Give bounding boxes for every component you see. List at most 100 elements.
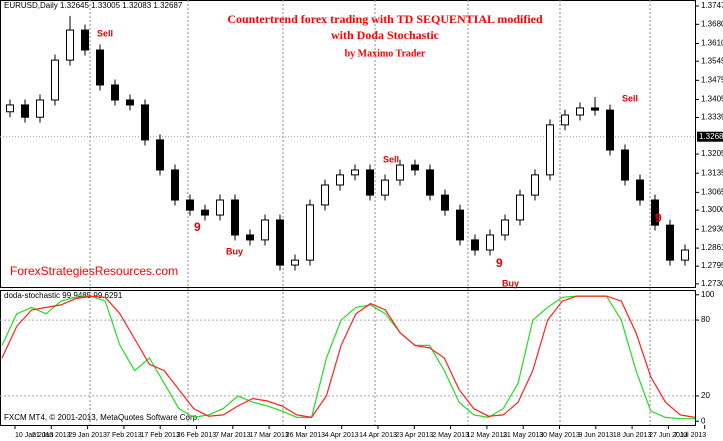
- current-price-box: [697, 131, 723, 142]
- y-tick-label: 1.3405: [701, 95, 723, 104]
- x-tick-label: 10 Jan 2013: [15, 432, 54, 439]
- y-tick-label: 1.3205: [701, 149, 723, 158]
- indicator-tick-label: 0: [701, 416, 706, 425]
- indicator-line: [1, 295, 696, 419]
- x-tick-label: 21 Jan 2013: [32, 432, 71, 439]
- candle-body: [651, 199, 659, 226]
- indicator-panel: [0, 290, 696, 426]
- indicator-name: doda-stochastic 99.9485 99.6291: [4, 291, 123, 300]
- y-tick-label: 1.3610: [701, 39, 723, 48]
- candle-body: [501, 219, 509, 236]
- candle-body: [111, 84, 119, 101]
- x-tick-label: 26 Feb 2013: [177, 432, 216, 439]
- annotation-count: 9: [194, 220, 201, 234]
- candle-body: [621, 149, 629, 181]
- candle-body: [606, 109, 614, 151]
- x-tick-label: 2 May 2013: [432, 432, 469, 439]
- candle-body: [306, 204, 314, 261]
- candle-body: [636, 179, 644, 201]
- indicator-tick-label: 20: [701, 391, 710, 400]
- chart-subtitle: with Doda Stochastic: [331, 28, 440, 42]
- candle-body: [171, 169, 179, 201]
- copyright: FXCM MT4, © 2001-2013, MetaQuotes Softwa…: [4, 413, 199, 422]
- candle-body: [351, 169, 359, 176]
- author: by Maximo Trader: [345, 48, 426, 59]
- y-tick-label: 1.3545: [701, 56, 723, 65]
- candle-body: [486, 234, 494, 251]
- candle-body: [546, 124, 554, 176]
- annotation-count: 9: [655, 211, 662, 225]
- y-tick-label: 1.3680: [701, 19, 723, 28]
- chart-title: Countertrend forex trading with TD SEQUE…: [227, 12, 543, 26]
- candle-body: [81, 29, 89, 51]
- candle-body: [36, 99, 44, 118]
- x-tick-label: 23 Apr 2013: [395, 432, 433, 439]
- y-tick-label: 1.3747: [701, 1, 723, 10]
- price-panel: [0, 0, 696, 288]
- candle-body: [246, 234, 254, 241]
- x-tick-label: 7 Feb 2013: [106, 432, 142, 439]
- y-tick-label: 1.2930: [701, 224, 723, 233]
- candle-body: [681, 249, 689, 261]
- candle-body: [336, 174, 344, 186]
- x-tick-label: 29 Jan 2013: [68, 432, 107, 439]
- x-tick-label: 14 Apr 2013: [359, 432, 397, 439]
- x-tick-label: 9 Jun 2013: [578, 432, 613, 439]
- candle-body: [231, 199, 239, 236]
- header: EURUSD,Daily 1.32645 1.33005 1.32083 1.3…: [4, 1, 183, 10]
- candle-body: [366, 169, 374, 196]
- x-tick-label: 17 Mar 2013: [249, 432, 288, 439]
- candle-body: [6, 104, 14, 113]
- x-tick-label: 21 May 2013: [503, 432, 544, 439]
- indicator-tick-label: 100: [701, 290, 715, 299]
- candle-body: [261, 219, 269, 241]
- x-tick-label: 7 Mar 2013: [215, 432, 251, 439]
- candle-body: [21, 104, 29, 118]
- candle-body: [66, 29, 74, 61]
- candle-body: [201, 209, 209, 216]
- x-tick-label: 4 Apr 2013: [325, 432, 359, 439]
- y-tick-label: 1.3135: [701, 168, 723, 177]
- candle-body: [186, 199, 194, 211]
- candle-body: [441, 194, 449, 211]
- watermark: ForexStrategiesResources.com: [10, 264, 178, 278]
- candle-body: [156, 139, 164, 171]
- candle-body: [141, 104, 149, 141]
- annotation-sell: Sell: [383, 154, 399, 164]
- candle-body: [411, 164, 419, 171]
- x-tick-label: 17 Feb 2013: [141, 432, 180, 439]
- candle-body: [471, 239, 479, 251]
- x-tick-label: 7 Jul 2013: [674, 432, 706, 439]
- candle-body: [561, 114, 569, 126]
- candle-body: [291, 259, 299, 266]
- x-tick-label: 27 Jun 2013: [649, 432, 688, 439]
- y-tick-label: 1.2730: [701, 279, 723, 288]
- candle-body: [216, 199, 224, 216]
- y-tick-label: 1.3475: [701, 75, 723, 84]
- y-tick-label: 1.3000: [701, 205, 723, 214]
- current-price-label: 1.32687: [699, 132, 723, 141]
- candle-body: [426, 169, 434, 196]
- x-tick-label: 12 May 2013: [467, 432, 508, 439]
- candle-body: [126, 99, 134, 106]
- separators: [89, 0, 651, 425]
- annotation-sell: Sell: [97, 28, 113, 38]
- candle-body: [576, 107, 584, 116]
- indicator-tick-label: 80: [701, 315, 710, 324]
- candle-body: [396, 164, 404, 181]
- candle-body: [591, 107, 599, 111]
- candle-body: [516, 194, 524, 221]
- candle-body: [51, 59, 59, 101]
- annotation-count: 9: [496, 256, 503, 270]
- x-tick-label: 30 May 2013: [539, 432, 580, 439]
- candle-body: [456, 209, 464, 241]
- candle-body: [276, 219, 284, 266]
- annotation-buy: Buy: [502, 278, 519, 288]
- candle-body: [666, 224, 674, 261]
- candle-body: [531, 174, 539, 196]
- candle-body: [381, 179, 389, 196]
- annotation-buy: Buy: [226, 246, 243, 256]
